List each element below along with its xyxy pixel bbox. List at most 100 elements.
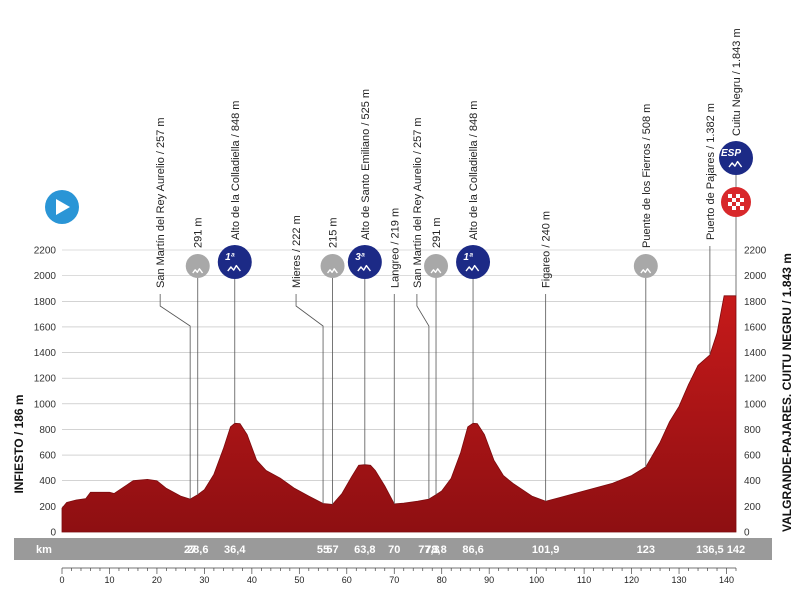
km-marker-101,9: 101,9: [532, 544, 560, 556]
y-tick-right-600: 600: [744, 451, 761, 462]
y-tick-right-0: 0: [744, 528, 750, 539]
sprint-mountain-icon-4: [326, 268, 338, 274]
x-tick-70: 70: [389, 575, 399, 585]
finish-flag-square-0-0: [728, 194, 732, 198]
km-marker-77,3: 77,3: [418, 544, 439, 556]
x-tick-0: 0: [59, 575, 64, 585]
x-tick-110: 110: [577, 575, 591, 585]
y-tick-left-1400: 1400: [34, 348, 57, 359]
y-tick-right-1200: 1200: [744, 374, 767, 385]
x-tick-10: 10: [104, 575, 114, 585]
sprint-badge-1: [185, 254, 210, 278]
y-tick-right-1800: 1800: [744, 297, 767, 308]
pointer-line-0: [159, 294, 191, 500]
mountain-icon-9: [465, 264, 480, 272]
km-marker-136,5: 136,5: [696, 544, 724, 556]
x-tick-140: 140: [719, 575, 734, 585]
km-marker-28,6: 28,6: [187, 544, 208, 556]
km-marker-36,4: 36,4: [224, 544, 246, 556]
mountain-icon-2: [227, 264, 241, 272]
finish-flag-square-0-2: [736, 194, 740, 198]
x-tick-80: 80: [437, 575, 447, 585]
category-badge-text-2: 1ª: [225, 252, 235, 263]
pointer-line-3: [295, 294, 324, 504]
km-band: [14, 538, 772, 560]
km-marker-55: 55: [317, 544, 329, 556]
x-tick-100: 100: [529, 575, 544, 585]
km-marker-63,8: 63,8: [354, 544, 375, 556]
y-tick-left-1600: 1600: [34, 322, 57, 333]
km-marker-123: 123: [637, 544, 655, 556]
point-label-9: Alto de la Colladiella / 848 m: [468, 101, 480, 240]
point-label-0: San Martín del Rey Aurelio / 257 m: [155, 117, 167, 288]
km-marker-27: 27: [184, 544, 196, 556]
y-tick-left-1200: 1200: [34, 374, 57, 385]
y-tick-left-600: 600: [39, 451, 56, 462]
point-label-1: 291 m: [193, 217, 205, 248]
sprint-mountain-icon-1: [192, 268, 204, 274]
sprint-badge-8: [424, 254, 449, 278]
mountain-icon-5: [357, 264, 371, 272]
category-badge-text-13: ESP: [721, 148, 741, 159]
x-tick-90: 90: [484, 575, 494, 585]
point-label-8: 291 m: [431, 217, 443, 248]
x-tick-60: 60: [342, 575, 352, 585]
point-label-3: Mieres / 222 m: [291, 215, 303, 288]
y-tick-right-2000: 2000: [744, 271, 767, 282]
y-tick-left-1800: 1800: [34, 297, 57, 308]
y-tick-right-2200: 2200: [744, 246, 767, 257]
y-tick-right-1400: 1400: [744, 348, 767, 359]
point-label-7: San Martín del Rey Aurelio / 257 m: [412, 117, 424, 288]
point-label-12: Puerto de Pajares / 1.382 m: [705, 103, 717, 240]
point-label-2: Alto de la Colladiella / 848 m: [230, 101, 242, 240]
y-tick-left-400: 400: [39, 476, 56, 487]
y-tick-right-1600: 1600: [744, 322, 767, 333]
y-tick-left-2200: 2200: [34, 246, 57, 257]
y-tick-left-0: 0: [50, 528, 56, 539]
category-badge-2: [217, 245, 252, 279]
finish-flag-square-3-3: [740, 206, 744, 210]
x-tick-40: 40: [247, 575, 257, 585]
x-tick-20: 20: [152, 575, 162, 585]
category-badge-text-9: 1ª: [463, 252, 473, 263]
point-label-10: Figareo / 240 m: [541, 211, 553, 288]
finish-flag-square-2-2: [736, 202, 740, 206]
km-marker-142: 142: [727, 544, 745, 556]
y-tick-right-1000: 1000: [744, 399, 767, 410]
km-marker-70: 70: [388, 544, 400, 556]
km-marker-78,8: 78,8: [425, 544, 446, 556]
point-label-11: Puente de los Fierros / 508 m: [641, 104, 653, 248]
finish-label: VALGRANDE-PAJARES. CUITU NEGRU / 1.843 m: [780, 253, 794, 532]
category-badge-13: [719, 141, 753, 175]
category-badge-5: [347, 245, 382, 279]
km-marker-86,6: 86,6: [462, 544, 483, 556]
sprint-badge-11: [633, 254, 658, 278]
km-label: km: [36, 544, 52, 556]
y-tick-left-200: 200: [39, 502, 56, 513]
finish-flag-square-1-1: [732, 198, 736, 202]
x-tick-30: 30: [199, 575, 209, 585]
category-badge-9: [456, 245, 491, 279]
finish-flag-square-1-3: [740, 198, 744, 202]
mountain-icon-13: [728, 160, 743, 168]
point-label-5: Alto de Santo Emiliano / 525 m: [360, 89, 372, 240]
km-marker-57: 57: [326, 544, 338, 556]
x-tick-120: 120: [624, 575, 639, 585]
point-label-13: Cuitu Negru / 1.843 m: [731, 28, 743, 136]
y-tick-right-400: 400: [744, 476, 761, 487]
finish-flag-square-2-0: [728, 202, 732, 206]
x-tick-50: 50: [294, 575, 304, 585]
start-label: INFIESTO / 186 m: [12, 394, 26, 493]
sprint-mountain-icon-11: [640, 268, 652, 274]
y-tick-left-2000: 2000: [34, 271, 57, 282]
x-tick-130: 130: [672, 575, 687, 585]
point-label-4: 215 m: [328, 217, 340, 248]
profile-area: [61, 295, 737, 533]
start-play-triangle-icon: [56, 199, 70, 215]
point-label-6: Langreo / 219 m: [389, 208, 401, 288]
y-tick-right-200: 200: [744, 502, 761, 513]
finish-flag-square-3-1: [732, 206, 736, 210]
y-tick-right-800: 800: [744, 425, 761, 436]
